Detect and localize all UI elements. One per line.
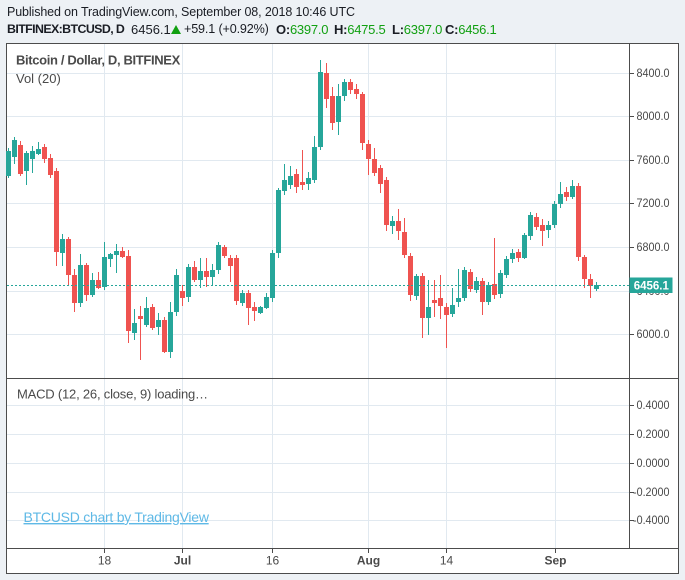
svg-text:6800.0: 6800.0 [637,242,670,254]
svg-text:7600.0: 7600.0 [637,155,670,167]
svg-text:0.4000: 0.4000 [637,400,670,412]
svg-text:-0.4000: -0.4000 [633,515,670,527]
svg-text:Aug: Aug [357,554,380,568]
svg-text:7200.0: 7200.0 [637,198,670,210]
svg-text:8000.0: 8000.0 [637,111,670,123]
svg-text:8400.0: 8400.0 [637,68,670,80]
svg-text:6456.1: 6456.1 [634,281,670,293]
svg-text:Bitcoin / Dollar, D, BITFINEX: Bitcoin / Dollar, D, BITFINEX [16,52,181,67]
svg-text:Vol (20): Vol (20) [16,71,61,86]
svg-text:6000.0: 6000.0 [637,329,670,341]
svg-text:18: 18 [98,554,112,568]
svg-text:MACD (12, 26, close, 9) loadin: MACD (12, 26, close, 9) loading… [17,387,208,402]
svg-text:0.0000: 0.0000 [637,458,670,470]
svg-text:0.2000: 0.2000 [637,429,670,441]
svg-text:16: 16 [266,554,280,568]
svg-text:Sep: Sep [544,554,566,568]
svg-text:14: 14 [440,554,454,568]
svg-text:BTCUSD chart by TradingView: BTCUSD chart by TradingView [24,509,210,525]
svg-text:-0.2000: -0.2000 [633,487,670,499]
svg-text:Jul: Jul [174,554,191,568]
